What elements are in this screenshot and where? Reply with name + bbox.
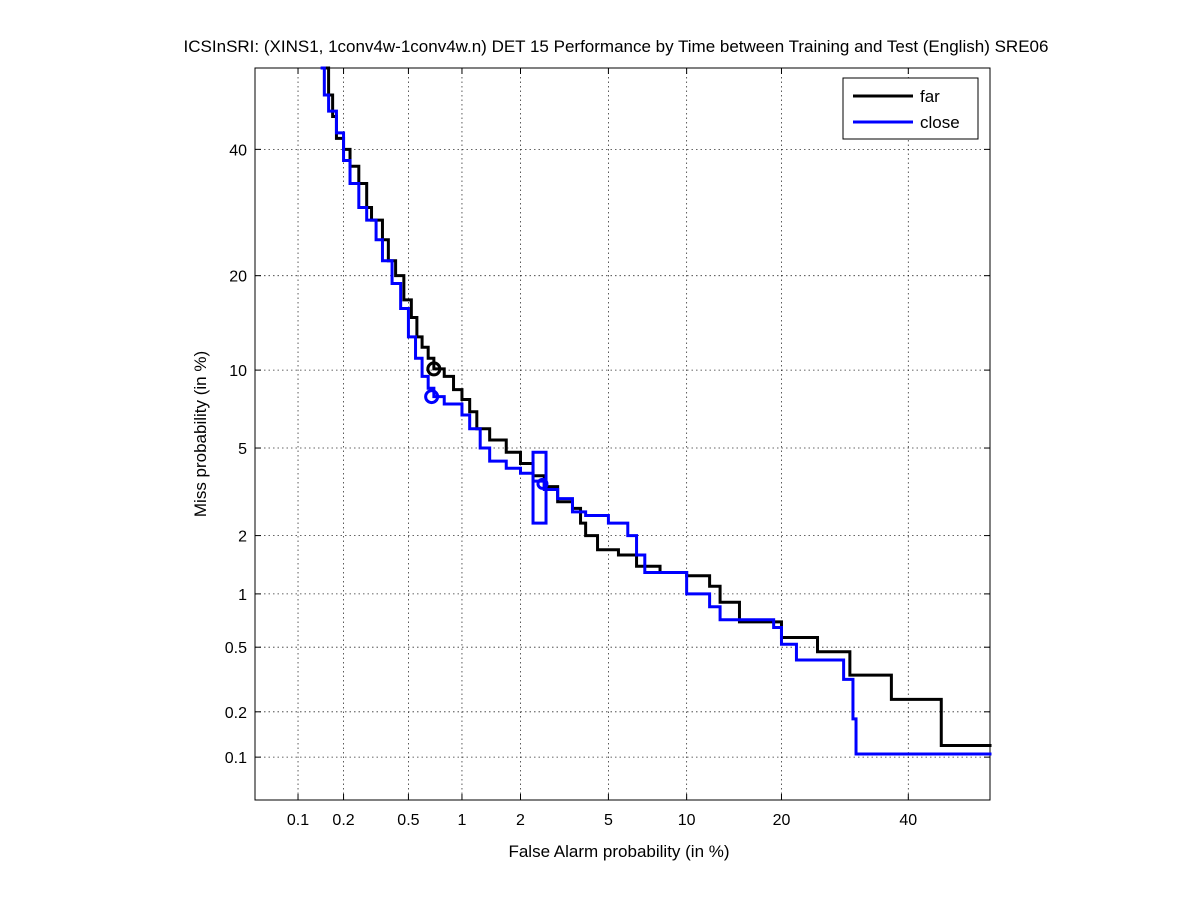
y-axis-ticks: 0.1 0.2 0.5 1 2 5 10 20 40 <box>225 142 990 767</box>
x-tick-label: 40 <box>899 812 917 829</box>
y-tick-label: 0.5 <box>225 640 247 657</box>
x-axis-label: False Alarm probability (in %) <box>508 842 729 861</box>
y-axis-label: Miss probability (in %) <box>191 351 210 517</box>
legend: far close <box>842 77 979 140</box>
y-tick-label: 10 <box>229 363 247 380</box>
x-tick-label: 1 <box>458 812 467 829</box>
y-tick-label: 40 <box>229 142 247 159</box>
confidence-center-close <box>536 477 549 490</box>
series-layer <box>320 66 992 756</box>
legend-label-close: close <box>920 113 960 132</box>
x-tick-label: 0.5 <box>397 812 419 829</box>
y-tick-label: 5 <box>238 441 247 458</box>
x-tick-label: 0.2 <box>332 812 354 829</box>
series-line-far <box>324 66 992 747</box>
x-tick-label: 2 <box>516 812 525 829</box>
chart-title: ICSInSRI: (XINS1, 1conv4w-1conv4w.n) DET… <box>184 37 1049 56</box>
grid-lines <box>255 68 990 800</box>
y-tick-label: 2 <box>238 529 247 546</box>
legend-label-far: far <box>920 87 940 106</box>
y-tick-label: 20 <box>229 269 247 286</box>
y-tick-label: 0.1 <box>225 750 247 767</box>
y-tick-label: 1 <box>238 587 247 604</box>
x-tick-label: 0.1 <box>287 812 309 829</box>
plot-area-border <box>254 67 991 801</box>
x-tick-label: 10 <box>678 812 696 829</box>
y-tick-label: 0.2 <box>225 705 247 722</box>
x-tick-label: 5 <box>604 812 613 829</box>
operating-point-far <box>426 361 442 377</box>
legend-box <box>842 77 979 140</box>
series-line-close <box>320 66 992 756</box>
operating-point-close <box>424 389 440 405</box>
x-axis-ticks: 0.1 0.2 0.5 1 2 5 10 20 40 <box>287 68 917 829</box>
x-tick-label: 20 <box>773 812 791 829</box>
